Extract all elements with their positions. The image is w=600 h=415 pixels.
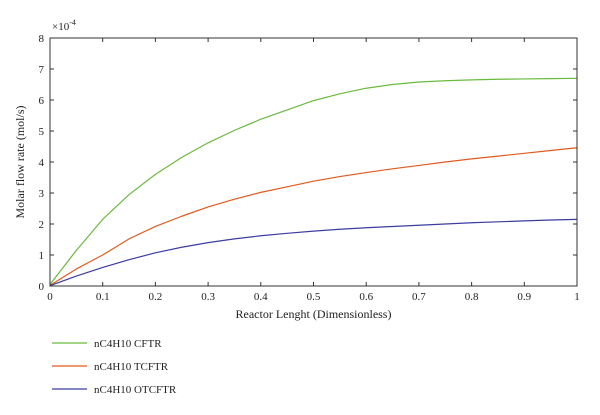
x-tick-label: 0.5	[307, 291, 321, 303]
x-tick-label: 0.9	[517, 291, 531, 303]
y-tick-label: 2	[39, 219, 45, 231]
y-tick-label: 4	[39, 157, 45, 169]
y-tick-label: 1	[39, 250, 45, 262]
x-tick-label: 0.2	[149, 291, 163, 303]
y-multiplier-exponent: -4	[69, 18, 76, 27]
y-tick-label: 5	[39, 126, 45, 138]
y-tick-label: 8	[39, 33, 45, 45]
y-tick-label: 7	[39, 64, 45, 76]
x-axis-label: Reactor Lenght (Dimensionless)	[236, 307, 392, 321]
y-axis: 0 1 2 3 4 5 6 7 8	[39, 33, 577, 293]
x-tick-label: 0.3	[201, 291, 215, 303]
legend-label-2: nC4H10 OTCFTR	[94, 384, 177, 396]
x-tick-label: 0	[47, 291, 53, 303]
x-tick-label: 0.1	[96, 291, 110, 303]
x-tick-label: 1	[574, 291, 580, 303]
y-tick-label: 3	[39, 188, 45, 200]
x-tick-label: 0.4	[254, 291, 268, 303]
y-tick-label: 6	[39, 95, 45, 107]
plot-frame	[49, 37, 578, 287]
legend: nC4H10 CFTR nC4H10 TCFTR nC4H10 OTCFTR	[52, 338, 177, 396]
series-line-1	[49, 147, 578, 286]
legend-label-1: nC4H10 TCFTR	[94, 361, 169, 373]
y-multiplier: ×10-4	[52, 18, 76, 33]
series-line-2	[49, 218, 578, 287]
series-line-0	[49, 77, 578, 285]
x-tick-label: 0.8	[465, 291, 479, 303]
x-tick-label: 0.7	[412, 291, 426, 303]
x-axis: 0 0.1 0.2 0.3 0.4 0.5 0.6 0.7 0.8 0.9 1	[47, 38, 580, 303]
legend-label-0: nC4H10 CFTR	[94, 338, 162, 350]
y-axis-label: Molar flow rate (mol/s)	[13, 106, 27, 219]
x-tick-label: 0.6	[359, 291, 373, 303]
y-tick-label: 0	[39, 281, 45, 293]
